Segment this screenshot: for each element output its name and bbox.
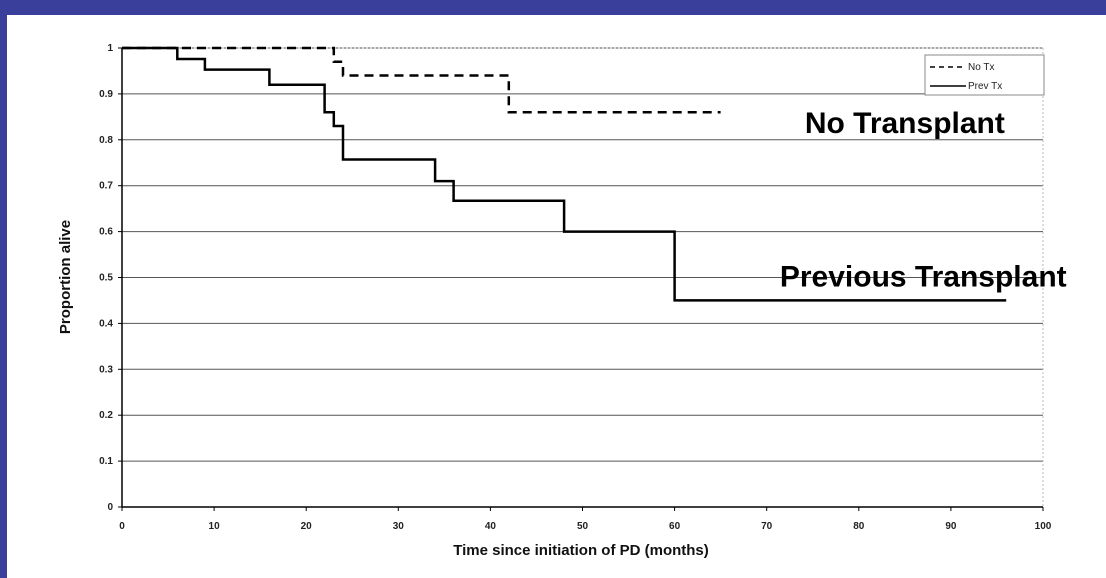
legend-prev-tx-label: Prev Tx <box>968 81 1002 92</box>
x-tick-label: 10 <box>209 521 221 532</box>
y-tick-label: 0.5 <box>99 273 113 284</box>
x-tick-label: 100 <box>1035 521 1052 532</box>
x-tick-label: 70 <box>761 521 773 532</box>
series-lines <box>122 46 1007 302</box>
y-tick-label: 0.3 <box>99 364 113 375</box>
y-tick-label: 0.1 <box>99 456 113 467</box>
x-tick-label: 80 <box>853 521 865 532</box>
y-axis-title: Proportion alive <box>57 220 74 334</box>
legend-box <box>924 54 1045 96</box>
annotation-no-transplant: No Transplant <box>805 107 1005 140</box>
y-tick-label: 0.9 <box>99 89 113 100</box>
annotation-previous-transplant: Previous Transplant <box>780 261 1067 294</box>
y-tick-label: 0.6 <box>99 227 113 238</box>
legend: No Tx Prev Tx <box>924 54 1045 96</box>
y-tick-label: 0.4 <box>99 318 113 329</box>
y-tick-label: 0.7 <box>99 181 113 192</box>
x-axis-title: Time since initiation of PD (months) <box>453 542 709 559</box>
y-tick-label: 1 <box>107 43 113 54</box>
y-tick-label: 0 <box>107 502 113 513</box>
y-tick-label: 0.2 <box>99 410 113 421</box>
legend-no-tx-label: No Tx <box>968 62 995 73</box>
series-line-no-tx <box>122 46 721 114</box>
x-tick-label: 40 <box>485 521 497 532</box>
annotations: No Transplant Previous Transplant <box>780 107 1067 294</box>
x-tick-label: 30 <box>393 521 405 532</box>
tick-labels: 00.10.20.30.40.50.60.70.80.910 10 20 30 40 50… <box>99 43 1052 532</box>
x-tick-label: 0 <box>119 521 125 532</box>
x-tick-label: 60 <box>669 521 681 532</box>
y-tick-label: 0.8 <box>99 135 113 146</box>
series-line-prev-tx <box>122 46 1007 302</box>
plot-panel <box>7 15 1106 578</box>
grid-lines <box>122 47 1043 462</box>
x-tick-label: 90 <box>945 521 957 532</box>
x-tick-label: 20 <box>301 521 313 532</box>
x-tick-label: 50 <box>577 521 589 532</box>
